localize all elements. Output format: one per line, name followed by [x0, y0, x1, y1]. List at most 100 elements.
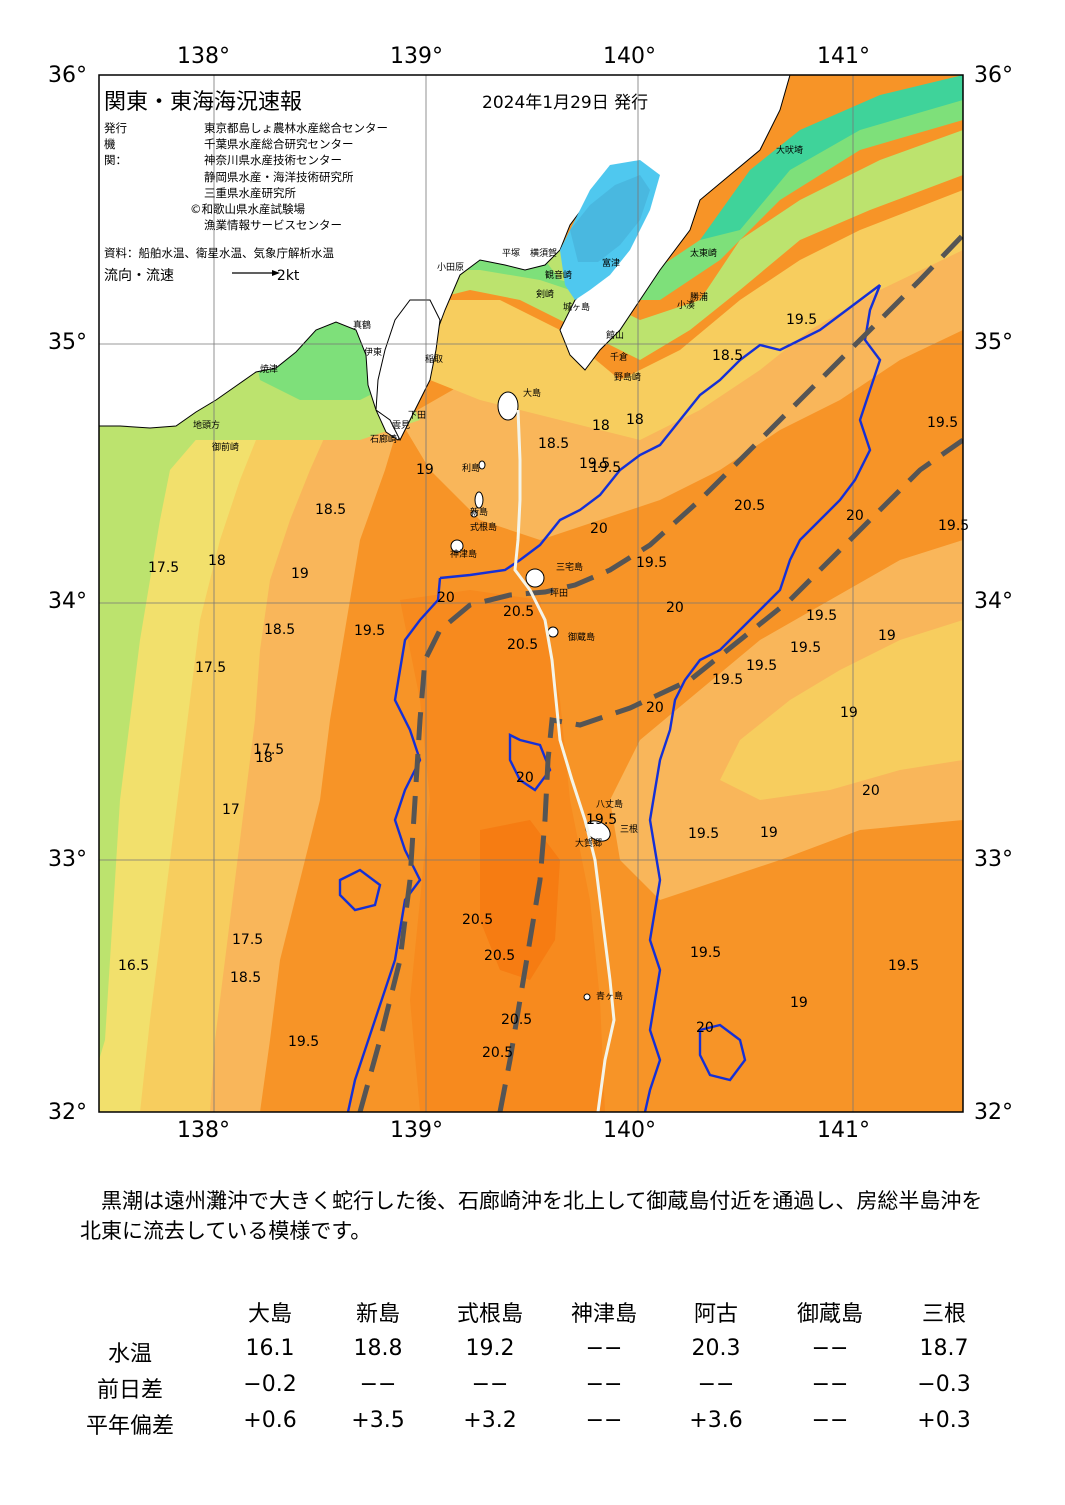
table-cell: −− — [697, 1372, 735, 1397]
lat-label-right-36: 36° — [974, 63, 1013, 88]
place-label: 大吠埼 — [776, 146, 804, 156]
table-row: 前日差 −0.2 −− −− −− −− −− −0.3 — [0, 1372, 1065, 1408]
place-label: 石廊崎 — [370, 435, 398, 445]
publisher-item: ©和歌山県水産試験場 — [190, 202, 305, 217]
publisher-item: 三重県水産研究所 — [204, 185, 296, 200]
ship-track — [513, 409, 616, 1112]
issue-date: 2024年1月29日 発行 — [482, 93, 649, 113]
table-cell: −0.3 — [917, 1372, 971, 1397]
isotherm-label: 20 — [516, 770, 534, 786]
isotherm-label: 20 — [646, 700, 664, 716]
isotherm-label: 19.5 — [690, 945, 722, 961]
isotherm-label: 19 — [840, 705, 858, 721]
isotherm-label: 17.5 — [253, 742, 285, 758]
kuroshio-axis — [357, 233, 963, 1112]
lon-label-top-140: 140° — [603, 44, 656, 69]
place-label: 利島 — [462, 464, 481, 474]
table-cell: +3.5 — [351, 1408, 405, 1433]
place-label: 伊東 — [364, 348, 383, 358]
table-row-label: 水温 — [107, 1342, 152, 1367]
table-cell: −0.2 — [243, 1372, 297, 1397]
island-aogashima — [583, 993, 591, 1001]
place-label: 観音崎 — [545, 271, 573, 281]
table-cell: −− — [585, 1408, 623, 1433]
island-shikinejima — [470, 510, 478, 518]
table-header-station: 神津島 — [570, 1302, 637, 1327]
lon-label-top-139: 139° — [390, 44, 443, 69]
place-label: 小田原 — [437, 263, 465, 273]
isotherm-label: 18 — [592, 418, 610, 434]
table-cell: −− — [585, 1372, 623, 1397]
island-oshima — [497, 391, 519, 421]
isotherm-label: 16.5 — [118, 958, 150, 974]
place-label: 坪田 — [550, 589, 569, 599]
lat-label-left-36: 36° — [48, 63, 87, 88]
isotherm-label: 20 — [666, 600, 684, 616]
lake-edge-band — [570, 175, 650, 262]
isotherm-label: 18.5 — [264, 622, 296, 638]
place-label: 御蔵島 — [568, 633, 596, 643]
island-toshima — [478, 460, 486, 470]
place-label: 横須賀 — [530, 249, 558, 259]
lat-label-left-34: 34° — [48, 589, 87, 614]
publisher-list: 東京都島しょ農林水産総合センター 千葉県水産総合研究センター 神奈川県水産技術セ… — [190, 120, 388, 233]
table-row: 平年偏差 +0.6 +3.5 +3.2 −− +3.6 −− +0.3 — [0, 1408, 1065, 1444]
place-label: 剣崎 — [536, 290, 555, 300]
isotherm-label: 19.5 — [927, 415, 959, 431]
isotherm-label: 17 — [222, 802, 240, 818]
place-label: 八丈島 — [596, 800, 624, 810]
island-mikurajima — [547, 626, 559, 638]
lat-label-left-33: 33° — [48, 847, 87, 872]
table-cell: +3.6 — [689, 1408, 743, 1433]
isotherm-label: 19 — [416, 462, 434, 478]
band-north-185 — [430, 190, 963, 440]
band-north-19 — [400, 200, 963, 540]
map-frame — [98, 74, 964, 1113]
isotherm-label: 20 — [437, 590, 455, 606]
isotherm-label: 20.5 — [503, 604, 535, 620]
place-label: 青ヶ島 — [596, 992, 624, 1002]
publisher-item: 漁業情報サービスセンター — [204, 218, 342, 233]
lon-label-top-141: 141° — [817, 44, 870, 69]
lon-label-bottom-140: 140° — [603, 1118, 656, 1143]
isotherm-label: 17.5 — [232, 932, 264, 948]
flow-legend-label: 流向・流速 — [104, 268, 174, 284]
band-east-195 — [720, 620, 963, 800]
lat-label-right-32: 32° — [974, 1100, 1013, 1125]
band-north-17 — [430, 130, 963, 360]
isotherm-label: 17.5 — [195, 660, 227, 676]
isotherm-label: 19.5 — [938, 518, 970, 534]
isotherm-label: 19.5 — [746, 658, 778, 674]
lat-label-right-35: 35° — [974, 330, 1013, 355]
table-header-station: 三根 — [921, 1302, 966, 1327]
place-label: 小湊 — [677, 301, 696, 311]
place-label: 雲見 — [392, 421, 411, 431]
publisher-label: 発行機関： — [104, 121, 127, 168]
table-cell: −− — [811, 1336, 849, 1361]
band-north-15 — [700, 75, 963, 240]
place-label: 三宅島 — [556, 563, 584, 573]
isotherm-label: 19.5 — [586, 812, 618, 828]
place-label: 式根島 — [470, 523, 498, 533]
isotherm-label: 18 — [626, 412, 644, 428]
table-cell: −− — [585, 1336, 623, 1361]
isotherm-label: 19.5 — [288, 1034, 320, 1050]
grid-lines — [99, 75, 963, 1112]
table-cell: +0.3 — [917, 1408, 971, 1433]
table-row-label: 平年偏差 — [85, 1414, 174, 1439]
isotherm-label: 19.5 — [354, 623, 386, 639]
table-cell: 18.7 — [919, 1336, 969, 1361]
table-cell: +0.6 — [243, 1408, 297, 1433]
place-label: 御前崎 — [212, 443, 240, 453]
place-label: 館山 — [606, 331, 625, 341]
isotherm-label: 19 — [790, 995, 808, 1011]
lat-label-right-34: 34° — [974, 589, 1013, 614]
table-header-station: 新島 — [355, 1302, 400, 1327]
map-canvas — [98, 74, 964, 1113]
isotherm-label: 19.5 — [806, 608, 838, 624]
isotherm-label: 19.5 — [590, 460, 622, 476]
isotherm-label: 19.5 — [888, 958, 920, 974]
publisher-item: 東京都島しょ農林水産総合センター — [204, 121, 388, 135]
isotherm-label: 19.5 — [786, 312, 818, 328]
place-label: 三根 — [620, 825, 639, 835]
